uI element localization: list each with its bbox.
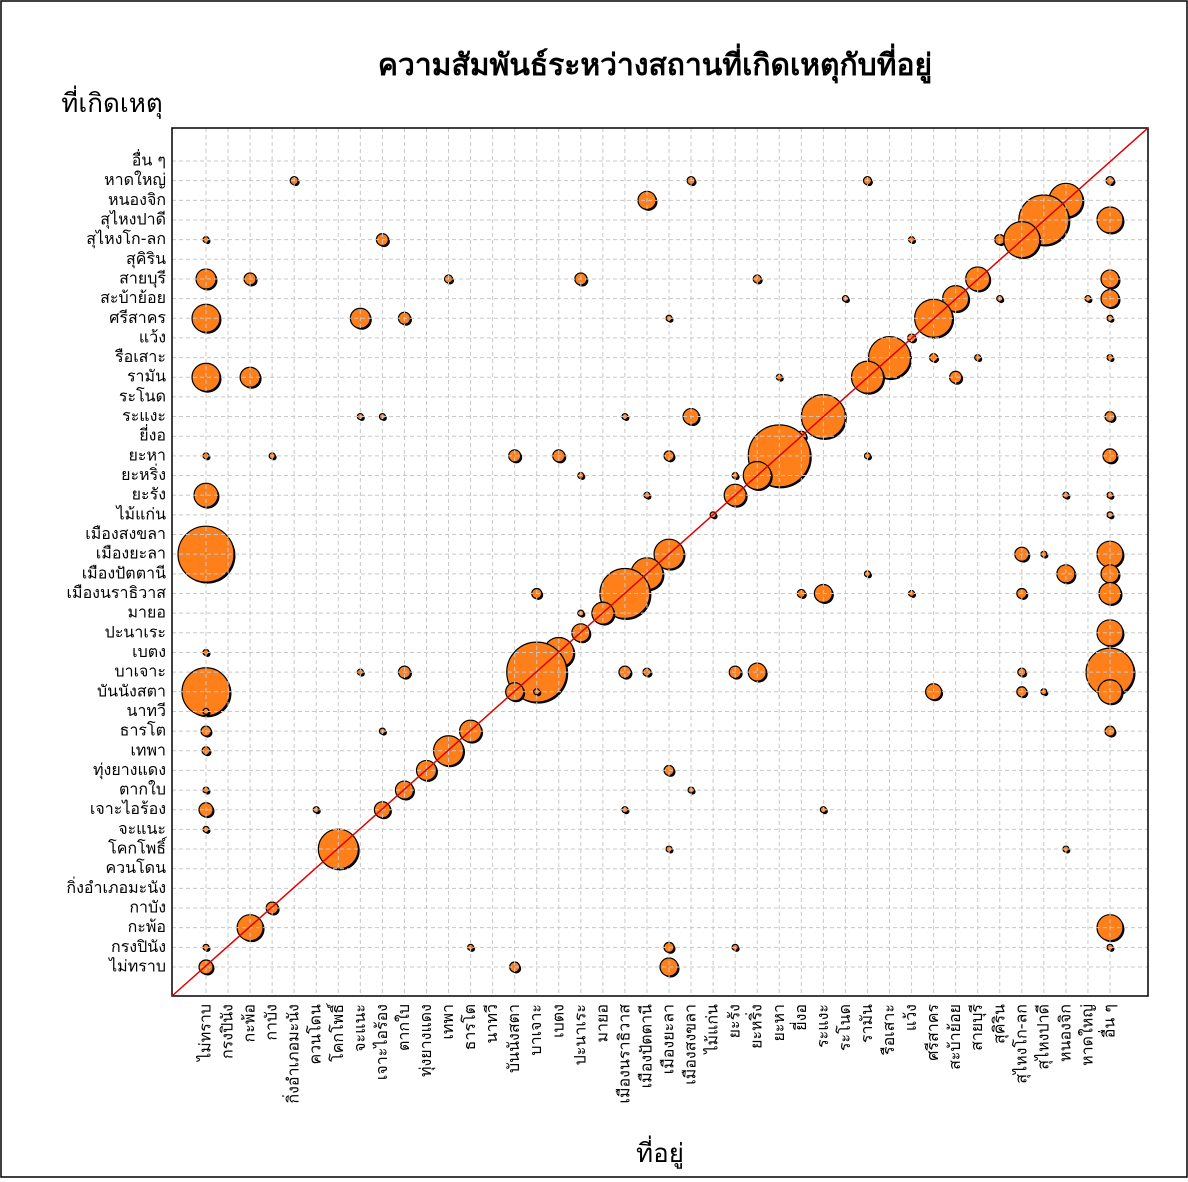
x-tick-label: ระโนด xyxy=(835,1004,854,1051)
y-tick-label: ไม้แก่น xyxy=(114,504,166,523)
y-tick-label: ธารโต xyxy=(120,721,166,740)
x-tick-label: นาทวี xyxy=(482,1004,501,1043)
y-tick-label: เจาะไอร้อง xyxy=(90,799,166,818)
diagonal-line xyxy=(171,127,1149,997)
x-tick-label: เมืองยะลา xyxy=(659,1004,678,1074)
y-tick-label: นาทวี xyxy=(127,701,166,720)
y-tick-label: สะบ้าย้อย xyxy=(100,288,166,307)
x-tick-label: ยะหา xyxy=(769,1004,788,1042)
plot-border xyxy=(171,127,1149,997)
y-tick-label: ไม่ทราบ xyxy=(107,957,166,976)
x-tick-label: ทุ่งยางแดง xyxy=(416,1004,436,1077)
y-tick-label: รือเสาะ xyxy=(115,347,166,366)
x-tick-label: รือเสาะ xyxy=(879,1004,898,1055)
y-tick-label: สายบุรี xyxy=(119,268,166,288)
x-tick-label: สายบุรี xyxy=(967,1004,987,1051)
y-tick-label: หาดใหญ่ xyxy=(104,170,166,189)
x-tick-label: รามัน xyxy=(857,1004,876,1043)
y-tick-label: กาบัง xyxy=(129,898,166,917)
y-tick-label: ระโนด xyxy=(119,386,166,405)
grid-overlay xyxy=(172,128,1148,996)
y-tick-label: ยะรัง xyxy=(132,485,166,504)
y-axis-title: ที่เกิดเหตุ xyxy=(61,85,163,119)
x-tick-label: สุคิริน xyxy=(989,1004,1009,1044)
y-tick-label: เมืองนราธิวาส xyxy=(67,583,167,602)
x-tick-label: เมืองนราธิวาส xyxy=(614,1004,633,1104)
bubble xyxy=(191,362,221,392)
y-tick-label: บันนังสตา xyxy=(97,681,166,700)
x-tick-label: กรงปินัง xyxy=(218,1004,237,1059)
y-tick-label: โคกโพธิ์ xyxy=(108,837,168,858)
y-tick-label: สุไหงโก-ลก xyxy=(86,229,166,249)
y-tick-label: เบตง xyxy=(132,642,166,661)
y-tick-label: สุคิริน xyxy=(126,249,166,269)
y-tick-label: ควนโดน xyxy=(105,858,166,877)
x-tick-label: โคกโพธิ์ xyxy=(326,1002,347,1062)
x-tick-label: ธารโต xyxy=(460,1004,479,1050)
y-tick-label: เมืองสงขลา xyxy=(85,524,166,543)
y-tick-label: บาเจาะ xyxy=(114,662,166,681)
x-tick-label: เจาะไอร้อง xyxy=(372,1004,391,1080)
labels: ไม่ทราบไม่ทราบกรงปินังกรงปินังกะพ้อกะพ้อ… xyxy=(66,149,1118,1104)
x-tick-label: ศรีสาคร xyxy=(923,1004,942,1061)
x-tick-label: สุไหงปาดี xyxy=(1033,1004,1053,1070)
x-tick-label: กิ่งอำเภอมะนัง xyxy=(282,1004,303,1104)
y-tick-label: สุไหงปาดี xyxy=(100,209,166,229)
y-tick-label: ระแงะ xyxy=(122,406,166,425)
x-tick-label: กาบัง xyxy=(262,1004,281,1041)
x-tick-label: แว้ง xyxy=(901,1004,920,1031)
x-tick-label: ไม่ทราบ xyxy=(196,1004,215,1063)
chart-title: ความสัมพันธ์ระหว่างสถานที่เกิดเหตุกับที่… xyxy=(378,43,932,84)
x-tick-label: ปะนาเระ xyxy=(570,1004,589,1065)
y-tick-label: ตากใบ xyxy=(119,780,166,799)
y-tick-label: กะพ้อ xyxy=(128,917,166,936)
x-tick-label: กะพ้อ xyxy=(240,1004,259,1042)
y-tick-label: ศรีสาคร xyxy=(109,308,166,327)
y-tick-label: มายอ xyxy=(127,603,166,622)
y-tick-label: กิ่งอำเภอมะนัง xyxy=(66,876,166,897)
x-tick-label: สะบ้าย้อย xyxy=(945,1004,964,1070)
y-tick-label: ยะหริ่ง xyxy=(121,463,166,484)
bubble xyxy=(177,525,235,583)
y-tick-label: ยี่งอ xyxy=(139,424,166,445)
x-tick-label: หาดใหญ่ xyxy=(1077,1004,1096,1066)
x-tick-label: อื่น ๆ xyxy=(1098,1004,1119,1038)
x-tick-label: บาเจาะ xyxy=(526,1004,545,1056)
y-tick-label: อื่น ๆ xyxy=(132,149,166,170)
x-tick-label: ควนโดน xyxy=(306,1004,325,1065)
x-tick-label: ตากใบ xyxy=(394,1004,413,1051)
y-tick-label: จะแนะ xyxy=(118,819,166,838)
x-tick-label: ยะรัง xyxy=(725,1004,744,1038)
x-tick-label: สุไหงโก-ลก xyxy=(1011,1004,1031,1084)
x-axis-title: ที่อยู่ xyxy=(636,1135,684,1169)
y-tick-label: แว้ง xyxy=(139,327,166,346)
y-tick-label: หนองจิก xyxy=(108,190,166,209)
y-tick-label: รามัน xyxy=(127,367,166,386)
x-tick-label: ยี่งอ xyxy=(789,1004,810,1031)
x-tick-label: เมืองสงขลา xyxy=(681,1004,700,1085)
y-tick-label: ยะหา xyxy=(129,445,167,464)
x-tick-label: มายอ xyxy=(592,1004,611,1043)
x-tick-label: จะแนะ xyxy=(350,1004,369,1052)
y-tick-label: กรงปินัง xyxy=(111,937,166,956)
x-tick-label: หนองจิก xyxy=(1055,1004,1074,1062)
x-tick-label: เทพา xyxy=(438,1004,457,1040)
y-tick-label: เมืองยะลา xyxy=(96,544,166,563)
x-tick-label: เมืองปัตตานี xyxy=(636,1004,655,1088)
x-tick-label: ยะหริ่ง xyxy=(745,1004,766,1049)
y-tick-label: ปะนาเระ xyxy=(105,622,166,641)
x-tick-label: เบตง xyxy=(548,1004,567,1038)
x-tick-label: ระแงะ xyxy=(813,1004,832,1048)
y-tick-label: เทพา xyxy=(130,740,166,759)
bubble xyxy=(1056,564,1076,584)
y-tick-label: ทุ่งยางแดง xyxy=(93,760,166,780)
x-tick-label: บันนังสตา xyxy=(504,1004,523,1073)
x-tick-label: ไม้แก่น xyxy=(703,1004,722,1056)
y-tick-label: เมืองปัตตานี xyxy=(82,563,166,582)
